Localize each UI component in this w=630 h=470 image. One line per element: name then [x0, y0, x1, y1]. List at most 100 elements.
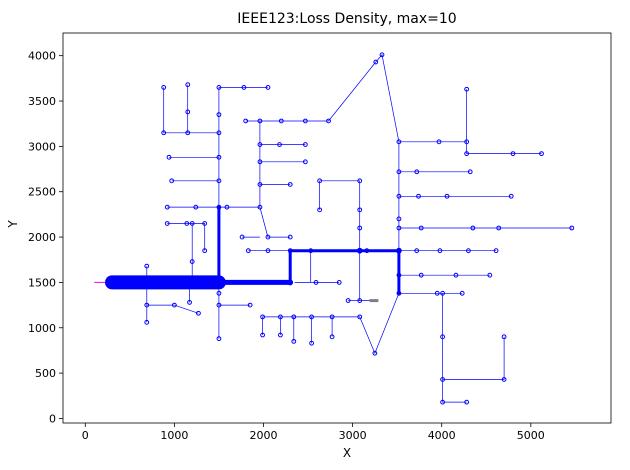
- bus-node: [257, 204, 263, 210]
- x-tick-label: 5000: [517, 429, 545, 442]
- bus-node: [308, 248, 314, 254]
- bus-node: [487, 272, 493, 278]
- bus-node: [434, 290, 440, 296]
- bus-node: [260, 332, 265, 338]
- bus-node: [245, 248, 251, 254]
- bus-node: [440, 334, 445, 340]
- bus-node: [357, 298, 363, 303]
- plot-area: [94, 52, 575, 405]
- plot-frame: [62, 32, 612, 424]
- bus-node: [496, 225, 502, 231]
- bus-node: [265, 248, 271, 254]
- line-segment: [262, 293, 400, 355]
- bus-node: [418, 225, 424, 231]
- bus-node: [396, 139, 402, 145]
- bus-node: [329, 314, 335, 320]
- bus-node: [216, 336, 222, 342]
- bus-node: [453, 272, 459, 278]
- bus-node: [247, 302, 253, 308]
- bus-node: [196, 310, 201, 316]
- bus-node: [169, 178, 175, 184]
- bus-node: [224, 204, 230, 210]
- bus-node: [189, 221, 195, 226]
- y-tick-label: 3500: [28, 95, 56, 108]
- line-segment: [466, 141, 542, 154]
- bus-node: [166, 154, 172, 160]
- bus-node: [336, 280, 342, 285]
- y-tick-label: 1500: [28, 276, 56, 289]
- bus-node: [396, 216, 402, 222]
- bus-node: [193, 204, 199, 210]
- x-tick-label: 2000: [249, 429, 277, 442]
- bus-node: [464, 139, 470, 145]
- bus-node: [216, 302, 222, 308]
- bus-node: [467, 169, 473, 175]
- bus-node: [414, 169, 420, 175]
- bus-node: [501, 377, 507, 382]
- bus-node: [265, 85, 271, 90]
- y-tick-label: 1000: [28, 322, 56, 335]
- bus-node: [436, 139, 442, 145]
- line-segment: [294, 250, 312, 283]
- bus-node: [396, 193, 402, 199]
- bus-node: [216, 85, 222, 90]
- bus-node: [396, 247, 402, 254]
- bus-node: [189, 259, 195, 264]
- bus-node: [372, 350, 378, 356]
- bus-node: [396, 272, 402, 278]
- bus-node: [466, 248, 471, 254]
- bus-node: [265, 234, 271, 240]
- bus-node: [216, 290, 222, 296]
- x-tick-label: 1000: [160, 429, 188, 442]
- bus-node: [569, 225, 575, 231]
- y-tick-label: 2500: [28, 186, 56, 199]
- bus-node: [326, 118, 331, 124]
- bus-node: [345, 298, 351, 303]
- bus-node: [416, 193, 421, 199]
- bus-node: [257, 118, 263, 124]
- x-tick-label: 0: [82, 429, 89, 442]
- bus-node: [464, 86, 470, 92]
- bus-node: [357, 178, 363, 184]
- bus-node: [216, 178, 222, 184]
- line-segment: [442, 336, 505, 380]
- bus-node: [302, 159, 308, 165]
- bus-node: [241, 85, 247, 90]
- bus-node: [184, 221, 190, 226]
- bus-node: [459, 290, 465, 296]
- bus-node: [287, 248, 293, 254]
- bus-node: [161, 85, 167, 90]
- line-segment: [167, 223, 206, 251]
- bus-node: [257, 159, 263, 165]
- y-tick-label: 3000: [28, 140, 56, 153]
- bus-node: [185, 82, 191, 88]
- bus-node: [287, 234, 293, 240]
- bus-node: [357, 314, 363, 320]
- bus-node: [440, 399, 445, 405]
- bus-node: [501, 334, 507, 340]
- line-segment: [146, 304, 199, 314]
- y-tick-label: 0: [49, 412, 56, 425]
- bus-node: [291, 314, 297, 320]
- bus-node: [164, 204, 170, 210]
- bus-node: [470, 225, 476, 231]
- bus-node: [185, 130, 191, 136]
- bus-node: [287, 279, 294, 286]
- line-segment: [259, 207, 291, 238]
- bus-node: [239, 234, 245, 240]
- bus-node: [317, 178, 323, 184]
- bus-node: [329, 334, 335, 340]
- bus-node: [379, 52, 385, 58]
- x-tick-label: 4000: [428, 429, 456, 442]
- bus-node: [216, 112, 222, 118]
- y-tick-label: 500: [35, 367, 56, 380]
- axes: 0 1000 2000 3000 4000 5000 0 500 1000 1500 2000 250…: [28, 32, 612, 442]
- bus-node: [302, 118, 308, 124]
- bus-node: [216, 130, 222, 136]
- bus-node: [357, 225, 363, 231]
- bus-node: [317, 207, 323, 213]
- bus-node: [373, 59, 379, 65]
- bus-node: [437, 248, 443, 254]
- bus-node: [257, 182, 263, 187]
